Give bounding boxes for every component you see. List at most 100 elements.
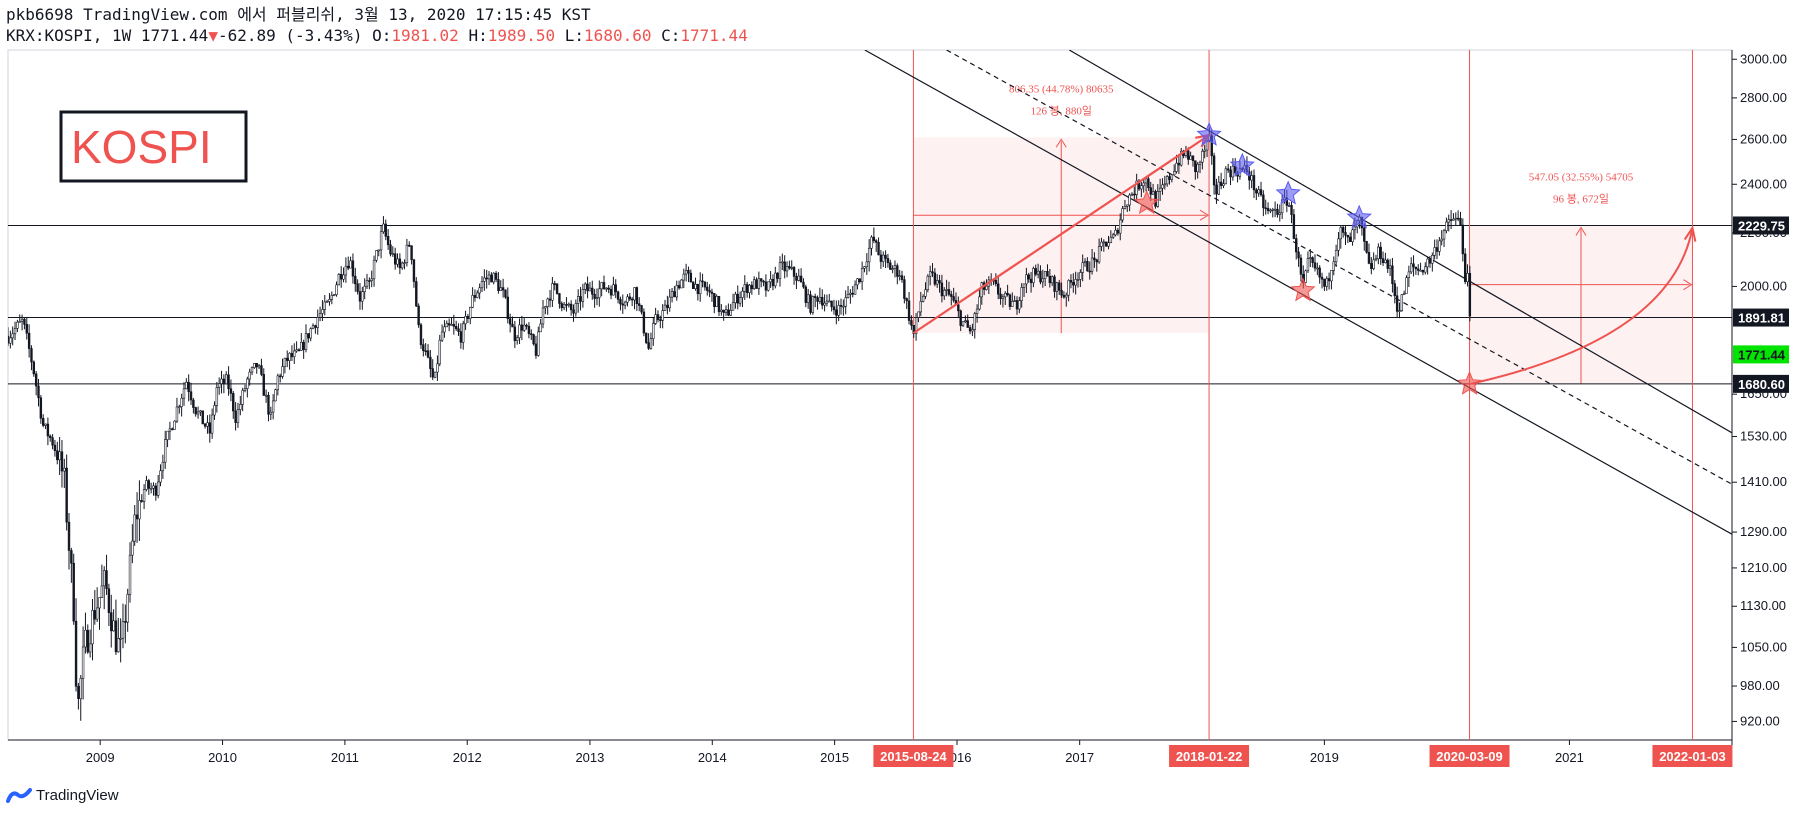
candle-body-169 xyxy=(403,262,406,264)
candle-body-353 xyxy=(835,309,838,316)
candle-body-24 xyxy=(63,467,66,472)
candle-body-313 xyxy=(741,290,744,298)
candle-body-190 xyxy=(452,324,456,327)
candle-body-467 xyxy=(1102,241,1106,244)
candle-body-148 xyxy=(354,275,357,285)
candle-body-607 xyxy=(1431,255,1434,264)
candle-body-351 xyxy=(830,300,833,308)
candle-body-15 xyxy=(41,417,45,426)
candle-body-102 xyxy=(246,378,249,389)
candle-body-551 xyxy=(1299,257,1303,275)
candle-body-76 xyxy=(185,381,188,390)
candle-body-394 xyxy=(931,271,934,274)
candle-body-180 xyxy=(429,356,432,369)
candle-body-217 xyxy=(515,337,519,341)
candle-body-13 xyxy=(37,385,40,399)
candle-body-500 xyxy=(1180,150,1183,166)
candle-body-117 xyxy=(281,366,284,377)
candle-body-474 xyxy=(1119,219,1122,234)
candle-body-5 xyxy=(18,320,21,323)
level-label-0: 2229.75 xyxy=(1738,218,1785,233)
candle-body-58 xyxy=(142,489,146,502)
candle-body-402 xyxy=(950,294,953,297)
candle-body-127 xyxy=(304,333,308,350)
candle-body-443 xyxy=(1046,271,1049,277)
candle-body-363 xyxy=(858,278,861,283)
candle-body-510 xyxy=(1203,149,1206,152)
candle-body-619 xyxy=(1459,218,1462,226)
candle-body-38 xyxy=(95,607,99,620)
candle-body-550 xyxy=(1297,251,1300,259)
candle-body-506 xyxy=(1194,160,1197,173)
candle-body-399 xyxy=(943,289,946,297)
candle-body-144 xyxy=(344,265,348,276)
candle-body-312 xyxy=(738,297,742,304)
candle-body-330 xyxy=(781,261,784,264)
candle-body-286 xyxy=(677,285,681,289)
candle-body-396 xyxy=(936,280,939,285)
candle-body-333 xyxy=(788,265,791,269)
candle-body-271 xyxy=(642,311,646,334)
candle-body-390 xyxy=(921,296,925,302)
candle-body-549 xyxy=(1295,238,1298,253)
candle-body-1 xyxy=(9,337,12,344)
candle-body-296 xyxy=(701,280,704,283)
time-tick-label-4: 2013 xyxy=(575,750,604,765)
candle-body-388 xyxy=(917,311,920,318)
candle-body-346 xyxy=(818,296,822,302)
candle-body-87 xyxy=(210,414,214,434)
candle-body-28 xyxy=(72,562,75,622)
candle-body-229 xyxy=(544,306,547,309)
candle-body-367 xyxy=(867,247,871,263)
candle-body-173 xyxy=(412,259,416,282)
candle-body-287 xyxy=(680,279,683,289)
candle-body-187 xyxy=(445,323,448,328)
candle-body-424 xyxy=(1001,296,1005,299)
candle-body-196 xyxy=(466,315,470,319)
candle-body-281 xyxy=(666,304,669,309)
candle-body-204 xyxy=(485,277,488,280)
candle-body-477 xyxy=(1126,204,1129,207)
candle-body-59 xyxy=(145,480,148,490)
candle-body-357 xyxy=(844,297,847,307)
candle-body-536 xyxy=(1264,207,1267,210)
candle-body-376 xyxy=(889,262,892,270)
candle-body-290 xyxy=(687,270,690,274)
candle-body-78 xyxy=(189,391,193,401)
candle-body-194 xyxy=(462,323,465,343)
candle-body-332 xyxy=(785,265,789,272)
candle-body-368 xyxy=(870,236,873,249)
candle-body-301 xyxy=(713,293,716,307)
level-label-2: 1680.60 xyxy=(1738,377,1785,392)
candle-body-475 xyxy=(1121,208,1124,221)
candle-body-9 xyxy=(27,332,31,349)
chart-header: pkb6698 TradingView.com 에서 퍼블리쉬, 3월 13, … xyxy=(6,4,748,46)
candle-body-65 xyxy=(159,470,162,483)
candle-body-381 xyxy=(900,275,904,280)
candle-body-433 xyxy=(1022,283,1026,288)
candle-body-113 xyxy=(271,400,275,413)
candle-body-82 xyxy=(199,410,202,413)
candle-body-259 xyxy=(614,284,617,293)
candle-body-574 xyxy=(1353,226,1357,231)
candle-body-118 xyxy=(283,357,287,367)
candle-body-324 xyxy=(767,281,770,291)
candle-body-436 xyxy=(1029,278,1033,284)
candle-body-463 xyxy=(1093,257,1096,261)
candle-body-480 xyxy=(1133,193,1136,196)
plot-area[interactable] xyxy=(7,49,1733,741)
candle-body-616 xyxy=(1452,218,1455,221)
candle-body-591 xyxy=(1393,283,1396,297)
candle-body-272 xyxy=(645,332,648,343)
candle-body-107 xyxy=(257,365,261,368)
candle-body-466 xyxy=(1100,241,1103,247)
candle-body-19 xyxy=(51,437,54,446)
red-star-marker-4 xyxy=(1290,277,1316,302)
red-star-marker-6 xyxy=(1456,370,1483,395)
candle-body-201 xyxy=(478,287,481,294)
candle-body-206 xyxy=(490,274,493,283)
date-tag-2: 2020-03-09 xyxy=(1436,749,1503,764)
candle-body-567 xyxy=(1337,238,1340,251)
tradingview-footer[interactable]: TradingView xyxy=(6,786,119,804)
